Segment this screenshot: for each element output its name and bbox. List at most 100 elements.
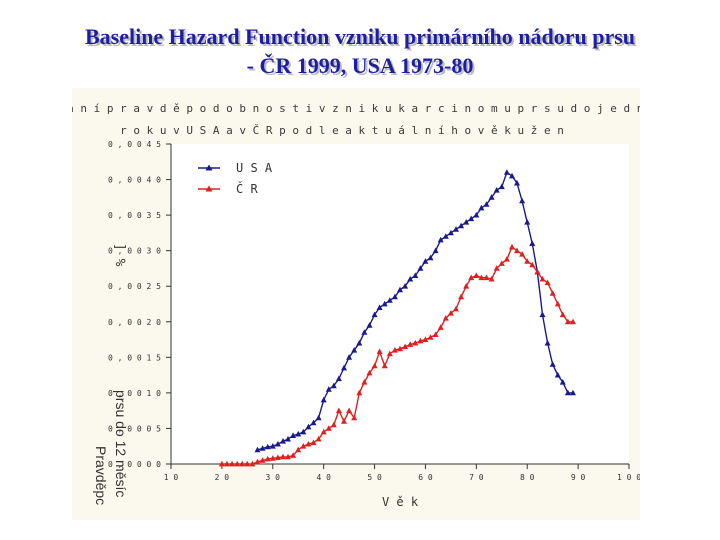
- series-usa-point: [300, 428, 307, 435]
- series-cr-point: [366, 369, 373, 376]
- series-usa-point: [493, 187, 500, 193]
- x-tick-label: 4 0: [316, 473, 331, 482]
- series-cr-point: [544, 279, 551, 286]
- series-cr-point: [249, 460, 256, 467]
- series-usa-point: [524, 219, 531, 225]
- series-usa-point: [376, 304, 383, 310]
- series-cr-point: [280, 453, 286, 460]
- series-cr-point: [468, 274, 475, 281]
- chart-title-line-2: r o k u v U S A a v Č R p o d l e a k t …: [120, 124, 564, 137]
- x-tick-label: 5 0: [367, 473, 382, 482]
- series-usa-point: [259, 445, 266, 451]
- series-cr-point: [351, 414, 358, 421]
- series-usa-point: [529, 240, 536, 246]
- series-usa-point: [509, 172, 515, 179]
- series-usa-point: [544, 339, 551, 346]
- series-usa-point: [427, 254, 434, 261]
- slide-title: Baseline Hazard Function vzniku primární…: [0, 22, 720, 80]
- series-usa-point: [519, 197, 526, 204]
- series-usa-point: [315, 414, 322, 421]
- series-usa-point: [402, 283, 409, 289]
- series-usa-point: [386, 297, 393, 303]
- series-cr-point: [341, 418, 347, 424]
- series-cr-point: [218, 460, 225, 467]
- series-cr-point: [295, 446, 302, 453]
- series-cr-point: [320, 428, 327, 435]
- series-cr-point: [361, 379, 368, 385]
- series-cr-point: [529, 261, 536, 268]
- series-usa-point: [468, 215, 475, 222]
- series-cr-point: [412, 339, 419, 346]
- y-tick-label: 0 , 0 0 4 5: [108, 140, 161, 149]
- y-axis-label-line-2: Pravděpc: [93, 446, 109, 505]
- series-cr-point: [330, 421, 337, 428]
- series-usa-point: [442, 233, 449, 239]
- series-usa-point: [483, 201, 490, 207]
- series-cr-point: [478, 274, 485, 281]
- series-usa-point: [458, 222, 465, 229]
- series-usa-point: [381, 300, 388, 307]
- y-tick-label: 0 , 0 0 0 5: [108, 424, 161, 433]
- series-cr-point: [493, 265, 500, 271]
- y-tick-label: 0 , 0 0 2 0: [108, 318, 161, 327]
- legend-usa-label: U S A: [236, 161, 273, 175]
- series-usa-point: [274, 440, 281, 447]
- series-usa-point: [432, 247, 439, 254]
- series-usa-point: [514, 179, 520, 186]
- series-usa-point: [539, 311, 546, 318]
- x-tick-label: 7 0: [469, 473, 484, 482]
- series-cr-point: [473, 272, 480, 278]
- series-usa-point: [351, 347, 358, 353]
- plot-area: [171, 144, 629, 464]
- series-usa-point: [290, 432, 297, 438]
- x-tick-label: 3 0: [266, 473, 281, 482]
- series-usa-point: [478, 204, 485, 211]
- y-tick-label: 0 , 0 0 3 0: [108, 247, 161, 256]
- series-cr-point: [310, 439, 317, 446]
- series-cr-point: [463, 283, 470, 289]
- series-usa-point: [366, 322, 373, 328]
- series-usa-point: [305, 423, 312, 430]
- series-cr-point: [422, 336, 429, 342]
- series-cr-point: [269, 455, 276, 461]
- series-usa-point: [498, 183, 505, 190]
- series-cr-point: [503, 256, 510, 262]
- series-usa-point: [254, 446, 261, 453]
- series-cr-point: [224, 460, 230, 467]
- series-usa-point: [503, 169, 510, 175]
- series-cr-point: [432, 331, 439, 337]
- series-cr-point: [447, 310, 454, 316]
- series-cr-point: [397, 345, 403, 352]
- series-usa-point: [335, 375, 342, 382]
- series-usa-point: [412, 272, 419, 278]
- series-cr-point: [325, 425, 332, 431]
- x-tick-label: 9 0: [571, 473, 586, 482]
- legend-cr-label: Č R: [236, 181, 258, 196]
- series-layer: [218, 169, 576, 467]
- series-usa-point: [407, 275, 414, 282]
- series-usa-point: [341, 364, 347, 371]
- series-cr-point: [534, 268, 541, 275]
- series-usa-point: [447, 229, 454, 236]
- series-cr-point: [514, 247, 520, 254]
- y-tick-label: 0 , 0 0 4 0: [108, 176, 161, 185]
- series-usa-point: [269, 443, 276, 449]
- series-usa-point: [264, 443, 271, 450]
- series-usa-point: [463, 219, 470, 225]
- series-usa-point: [564, 389, 571, 396]
- series-cr-point: [559, 311, 566, 318]
- series-cr-point: [290, 452, 297, 458]
- hazard-line-chart: S r o v n á n í p r a v d ě p o d o b n …: [72, 102, 640, 509]
- series-usa: [254, 169, 576, 453]
- y-axis-unit-label: ] %: [112, 243, 127, 267]
- series-usa-point: [397, 286, 403, 293]
- series-cr-point: [376, 348, 383, 354]
- series-cr-point: [305, 440, 312, 447]
- y-tick-label: 0 , 0 0 0 0: [108, 460, 161, 469]
- series-usa-point: [295, 430, 302, 437]
- series-cr-point: [488, 275, 495, 282]
- series-usa-point: [391, 293, 398, 300]
- slide-title-line-1: Baseline Hazard Function vzniku primární…: [84, 24, 636, 49]
- series-cr-point: [335, 407, 342, 414]
- series-cr-point: [483, 274, 490, 281]
